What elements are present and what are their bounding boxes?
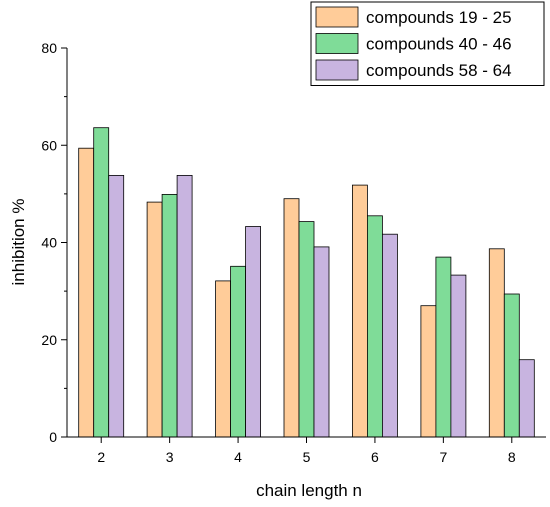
bar-series-1-cat-2	[78, 147, 95, 438]
bar-series-2-cat-6	[366, 215, 383, 438]
y-tick-label: 20	[41, 332, 57, 348]
bar-series-3-cat-8	[518, 359, 535, 438]
legend-label-2: compounds 40 - 46	[366, 35, 512, 54]
bar-series-1-cat-4	[215, 280, 232, 438]
bar-series-3-cat-5	[313, 246, 330, 438]
y-tick-label: 0	[49, 429, 57, 445]
bar-series-2-cat-5	[298, 221, 315, 438]
bar-series-1-cat-8	[488, 248, 505, 438]
legend: compounds 19 - 25 compounds 40 - 46 compou…	[310, 1, 545, 86]
legend-swatch-3	[315, 59, 359, 81]
x-tick-label: 2	[97, 449, 105, 465]
bar-series-1-cat-6	[351, 184, 368, 438]
legend-swatch-2	[315, 33, 359, 54]
bar-series-1-cat-3	[146, 201, 163, 438]
bar-series-2-cat-3	[161, 193, 178, 438]
y-axis-label: inhibition %	[9, 199, 28, 286]
bars-group	[78, 127, 535, 438]
legend-swatch-1	[315, 6, 359, 28]
y-tick-label: 40	[41, 235, 57, 251]
bar-series-3-cat-7	[450, 274, 467, 438]
bar-series-1-cat-7	[420, 305, 437, 438]
bar-series-2-cat-8	[503, 293, 520, 438]
bar-series-3-cat-3	[176, 174, 193, 438]
x-tick-label: 4	[234, 449, 242, 465]
bar-series-3-cat-6	[381, 233, 398, 438]
x-tick-label: 3	[166, 449, 174, 465]
x-tick-label: 7	[439, 449, 447, 465]
bar-series-2-cat-4	[230, 265, 247, 438]
legend-label-1: compounds 19 - 25	[366, 8, 512, 27]
bar-series-3-cat-4	[245, 226, 262, 438]
x-tick-label: 6	[371, 449, 379, 465]
axes-group: 0 20 40 60 80 2 3 4 5 6 7 8	[41, 40, 546, 465]
x-tick-label: 5	[303, 449, 311, 465]
x-tick-label: 8	[508, 449, 516, 465]
bar-series-1-cat-5	[283, 198, 300, 438]
bar-series-3-cat-2	[108, 174, 125, 438]
legend-label-3: compounds 58 - 64	[366, 61, 512, 80]
bar-series-2-cat-7	[435, 256, 452, 438]
y-tick-label: 60	[41, 137, 57, 153]
bar-series-2-cat-2	[93, 127, 110, 438]
y-tick-label: 80	[41, 40, 57, 56]
x-axis-label: chain length n	[256, 481, 362, 500]
